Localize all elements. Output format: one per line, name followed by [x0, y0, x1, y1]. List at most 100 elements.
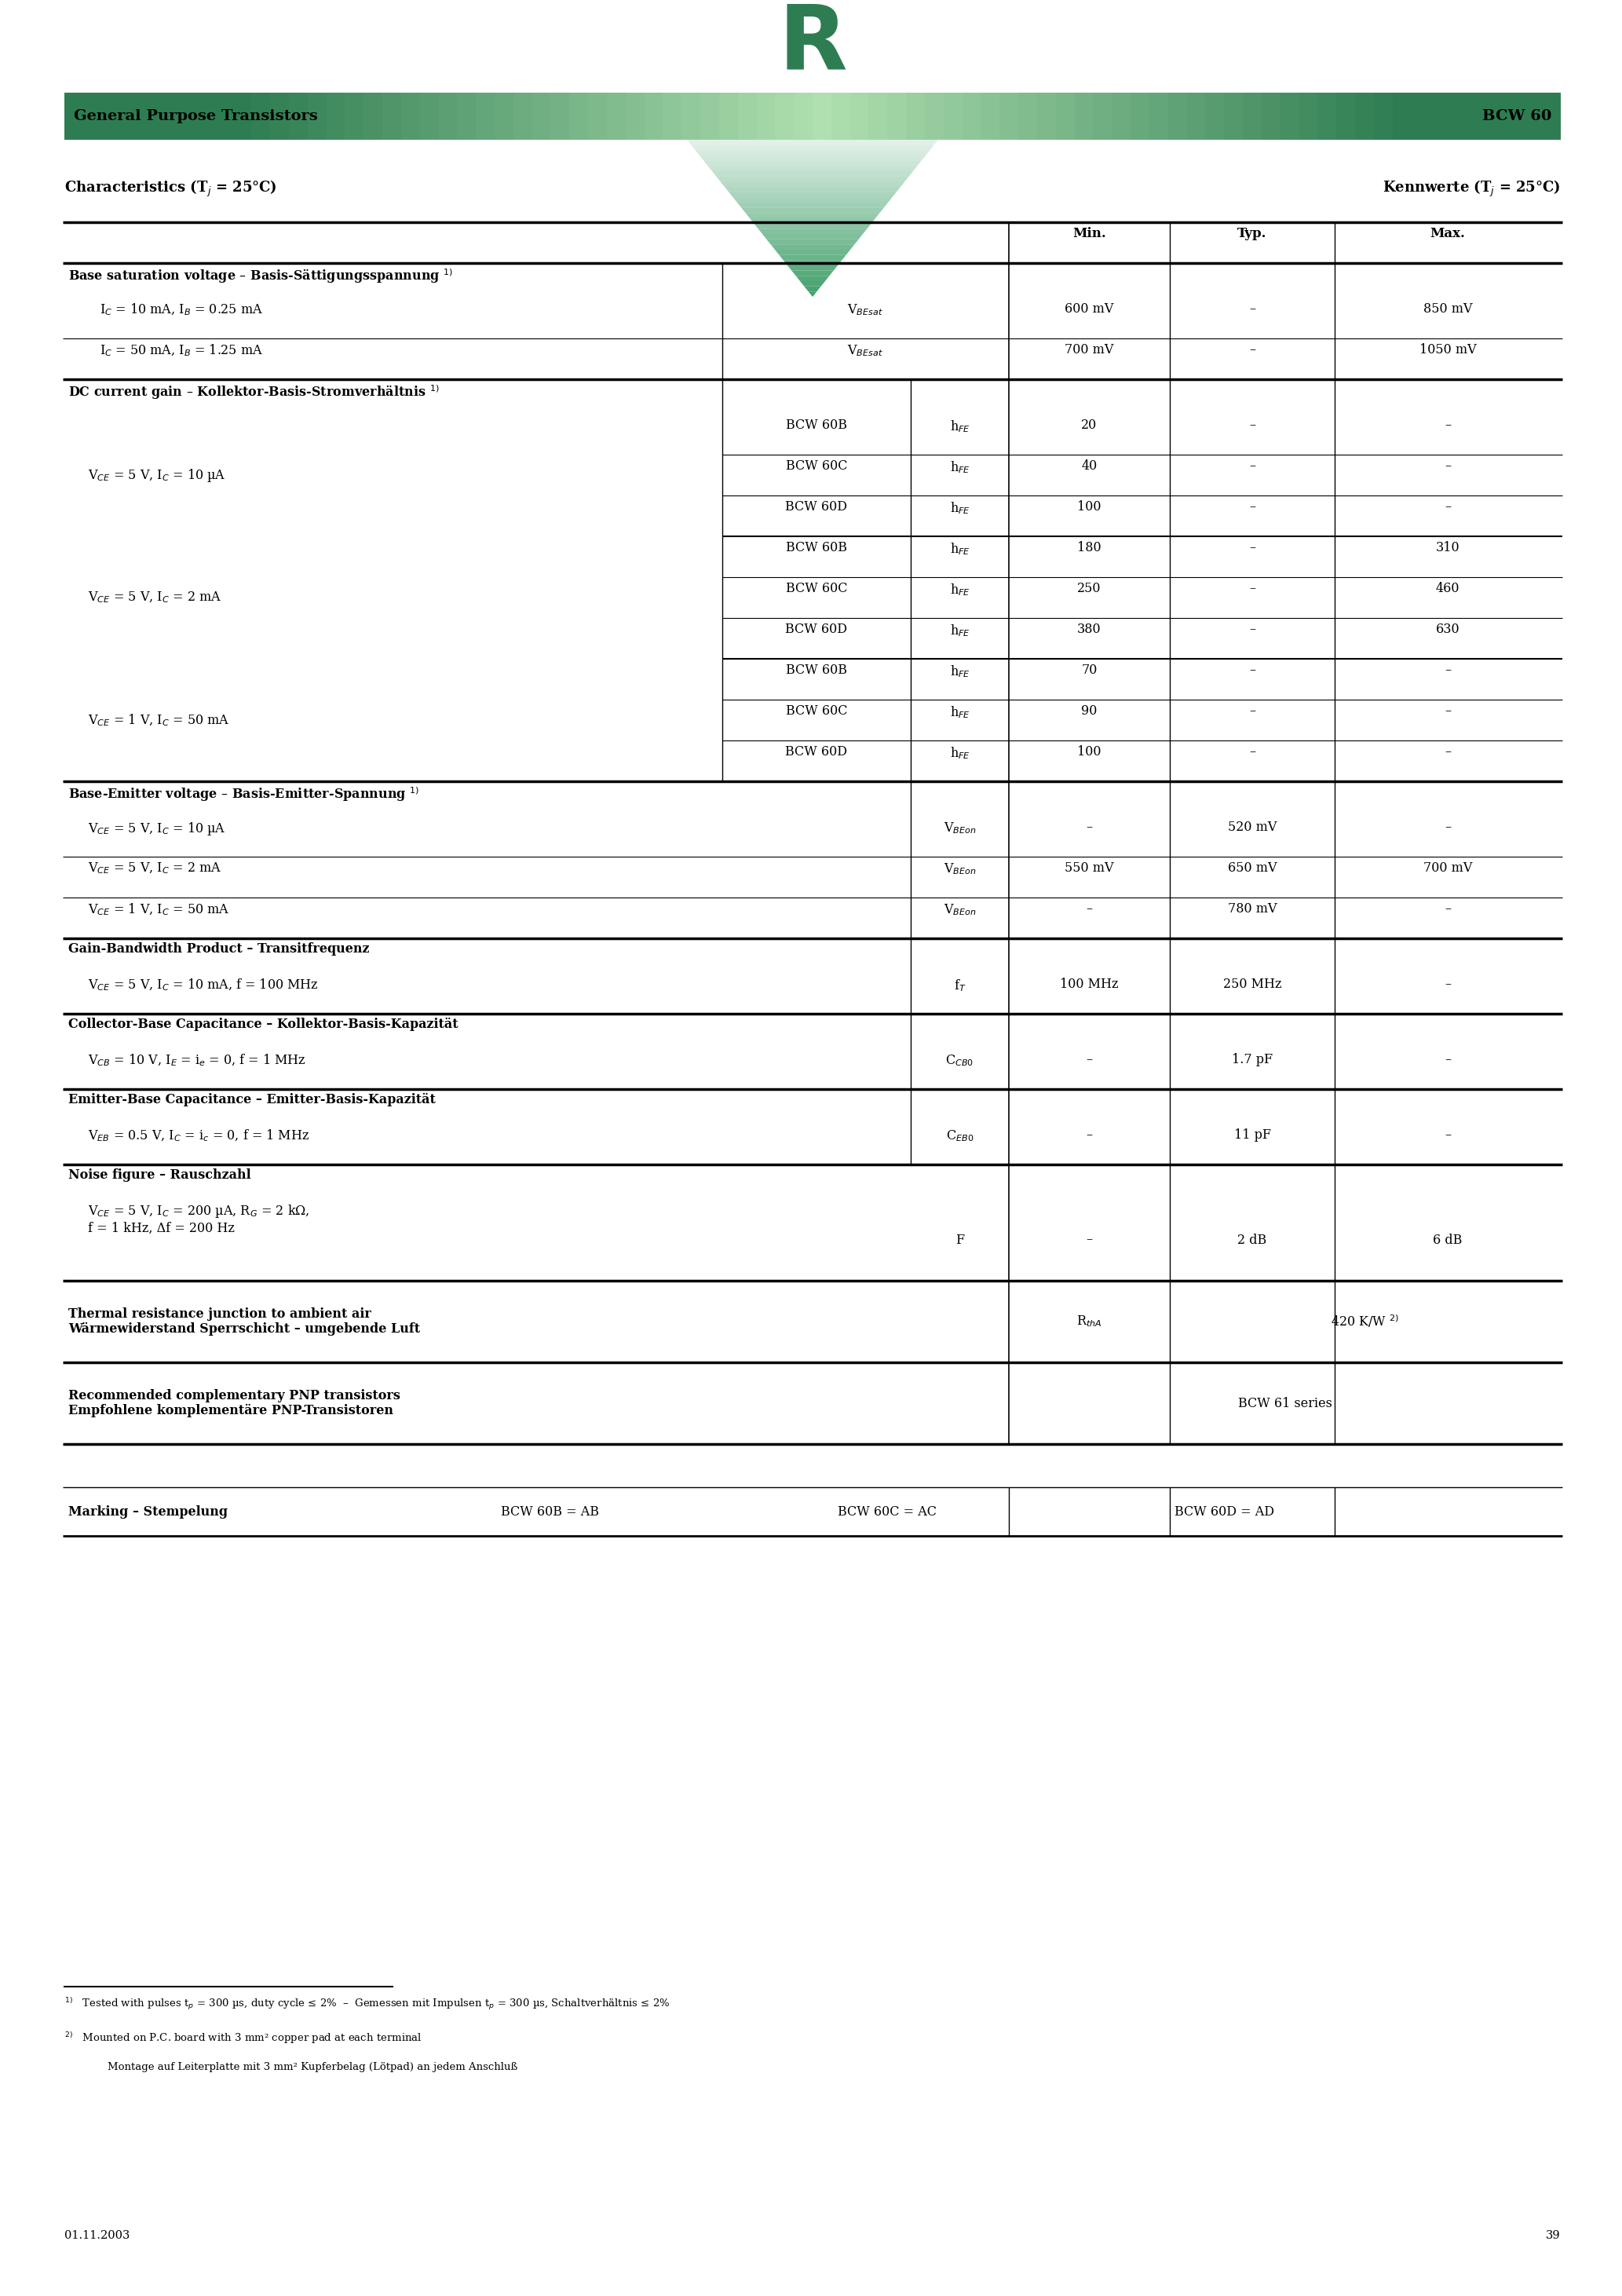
- Text: 780 mV: 780 mV: [1228, 902, 1277, 916]
- Bar: [719, 92, 738, 140]
- Text: 20: 20: [1082, 418, 1096, 432]
- Text: 520 mV: 520 mV: [1228, 820, 1277, 833]
- Text: Characteristics (T$_j$ = 25°C): Characteristics (T$_j$ = 25°C): [65, 179, 277, 200]
- Text: –: –: [1249, 581, 1255, 595]
- Text: F: F: [955, 1233, 963, 1247]
- Bar: [1374, 92, 1392, 140]
- Bar: [925, 92, 944, 140]
- Bar: [120, 92, 139, 140]
- Polygon shape: [720, 181, 905, 186]
- Text: 40: 40: [1082, 459, 1096, 473]
- Text: –: –: [1087, 820, 1093, 833]
- Text: h$_{FE}$: h$_{FE}$: [949, 459, 970, 475]
- Bar: [1337, 92, 1354, 140]
- Text: Emitter-Base Capacitance – Emitter-Basis-Kapazität: Emitter-Base Capacitance – Emitter-Basis…: [68, 1093, 436, 1107]
- Polygon shape: [688, 140, 938, 145]
- Text: h$_{FE}$: h$_{FE}$: [949, 501, 970, 517]
- Text: 6 dB: 6 dB: [1434, 1233, 1463, 1247]
- Bar: [177, 92, 195, 140]
- Bar: [420, 92, 438, 140]
- Bar: [1168, 92, 1187, 140]
- Bar: [607, 92, 626, 140]
- Text: 01.11.2003: 01.11.2003: [65, 2229, 130, 2241]
- Text: –: –: [1249, 459, 1255, 473]
- Text: –: –: [1445, 820, 1452, 833]
- Text: –: –: [1249, 501, 1255, 514]
- Bar: [1111, 92, 1131, 140]
- Text: 1050 mV: 1050 mV: [1419, 342, 1476, 356]
- Text: –: –: [1445, 978, 1452, 992]
- Bar: [1317, 92, 1337, 140]
- Polygon shape: [792, 271, 834, 276]
- Polygon shape: [707, 165, 918, 172]
- Bar: [65, 92, 83, 140]
- Polygon shape: [725, 186, 900, 193]
- Text: V$_{CE}$ = 5 V, I$_C$ = 10 mA, f = 100 MHz: V$_{CE}$ = 5 V, I$_C$ = 10 mA, f = 100 M…: [88, 978, 318, 992]
- Text: –: –: [1445, 459, 1452, 473]
- Bar: [1299, 92, 1317, 140]
- Text: Thermal resistance junction to ambient air
Wärmewiderstand Sperrschicht – umgebe: Thermal resistance junction to ambient a…: [68, 1306, 420, 1336]
- Text: –: –: [1249, 542, 1255, 553]
- Bar: [738, 92, 756, 140]
- Bar: [1543, 92, 1560, 140]
- Polygon shape: [805, 287, 821, 292]
- Text: –: –: [1087, 902, 1093, 916]
- Text: BCW 60: BCW 60: [1483, 110, 1551, 124]
- Bar: [457, 92, 475, 140]
- Text: 420 K/W $^{2)}$: 420 K/W $^{2)}$: [1332, 1313, 1400, 1329]
- Bar: [1093, 92, 1111, 140]
- Bar: [363, 92, 383, 140]
- Text: Recommended complementary PNP transistors
Empfohlene komplementäre PNP-Transisto: Recommended complementary PNP transistor…: [68, 1389, 401, 1417]
- Text: –: –: [1249, 705, 1255, 719]
- Polygon shape: [728, 193, 897, 197]
- Bar: [1354, 92, 1374, 140]
- Polygon shape: [733, 197, 892, 202]
- Bar: [383, 92, 401, 140]
- Text: 250: 250: [1077, 581, 1101, 595]
- Text: h$_{FE}$: h$_{FE}$: [949, 746, 970, 760]
- Text: 100: 100: [1077, 746, 1101, 758]
- Bar: [1392, 92, 1411, 140]
- Text: V$_{BEon}$: V$_{BEon}$: [944, 902, 976, 916]
- Polygon shape: [808, 292, 817, 296]
- Text: BCW 61 series: BCW 61 series: [1238, 1396, 1332, 1410]
- Text: –: –: [1445, 664, 1452, 677]
- Text: Montage auf Leiterplatte mit 3 mm² Kupferbelag (Lötpad) an jedem Anschluß: Montage auf Leiterplatte mit 3 mm² Kupfe…: [107, 2062, 517, 2073]
- Bar: [102, 92, 120, 140]
- Text: h$_{FE}$: h$_{FE}$: [949, 705, 970, 721]
- Text: BCW 60B: BCW 60B: [787, 542, 847, 553]
- Bar: [626, 92, 644, 140]
- Polygon shape: [696, 149, 929, 156]
- Text: I$_C$ = 50 mA, I$_B$ = 1.25 mA: I$_C$ = 50 mA, I$_B$ = 1.25 mA: [99, 342, 263, 358]
- Text: 700 mV: 700 mV: [1064, 342, 1114, 356]
- Bar: [495, 92, 513, 140]
- Bar: [345, 92, 363, 140]
- Text: h$_{FE}$: h$_{FE}$: [949, 418, 970, 434]
- Text: –: –: [1445, 1127, 1452, 1141]
- Polygon shape: [770, 243, 855, 250]
- Bar: [589, 92, 607, 140]
- Text: V$_{BEsat}$: V$_{BEsat}$: [847, 303, 884, 317]
- Text: 310: 310: [1435, 542, 1460, 553]
- Bar: [195, 92, 214, 140]
- Text: –: –: [1249, 746, 1255, 758]
- Text: General Purpose Transistors: General Purpose Transistors: [73, 110, 318, 124]
- Text: C$_{EB0}$: C$_{EB0}$: [946, 1127, 973, 1143]
- Text: Gain-Bandwidth Product – Transitfrequenz: Gain-Bandwidth Product – Transitfrequenz: [68, 941, 370, 955]
- Text: Base saturation voltage – Basis-Sättigungsspannung $^{1)}$: Base saturation voltage – Basis-Sättigun…: [68, 266, 453, 285]
- Bar: [1225, 92, 1242, 140]
- Text: BCW 60C = AC: BCW 60C = AC: [837, 1504, 936, 1518]
- Text: V$_{BEon}$: V$_{BEon}$: [944, 820, 976, 836]
- Polygon shape: [754, 223, 871, 230]
- Text: Marking – Stempelung: Marking – Stempelung: [68, 1504, 227, 1518]
- Text: BCW 60B = AB: BCW 60B = AB: [501, 1504, 599, 1518]
- Text: 180: 180: [1077, 542, 1101, 553]
- Text: V$_{CB}$ = 10 V, I$_E$ = i$_e$ = 0, f = 1 MHz: V$_{CB}$ = 10 V, I$_E$ = i$_e$ = 0, f = …: [88, 1054, 307, 1068]
- Text: –: –: [1445, 418, 1452, 432]
- Bar: [756, 92, 775, 140]
- Text: –: –: [1087, 1233, 1093, 1247]
- Text: BCW 60D = AD: BCW 60D = AD: [1174, 1504, 1275, 1518]
- Polygon shape: [779, 255, 847, 259]
- Bar: [832, 92, 850, 140]
- Text: Typ.: Typ.: [1238, 227, 1267, 241]
